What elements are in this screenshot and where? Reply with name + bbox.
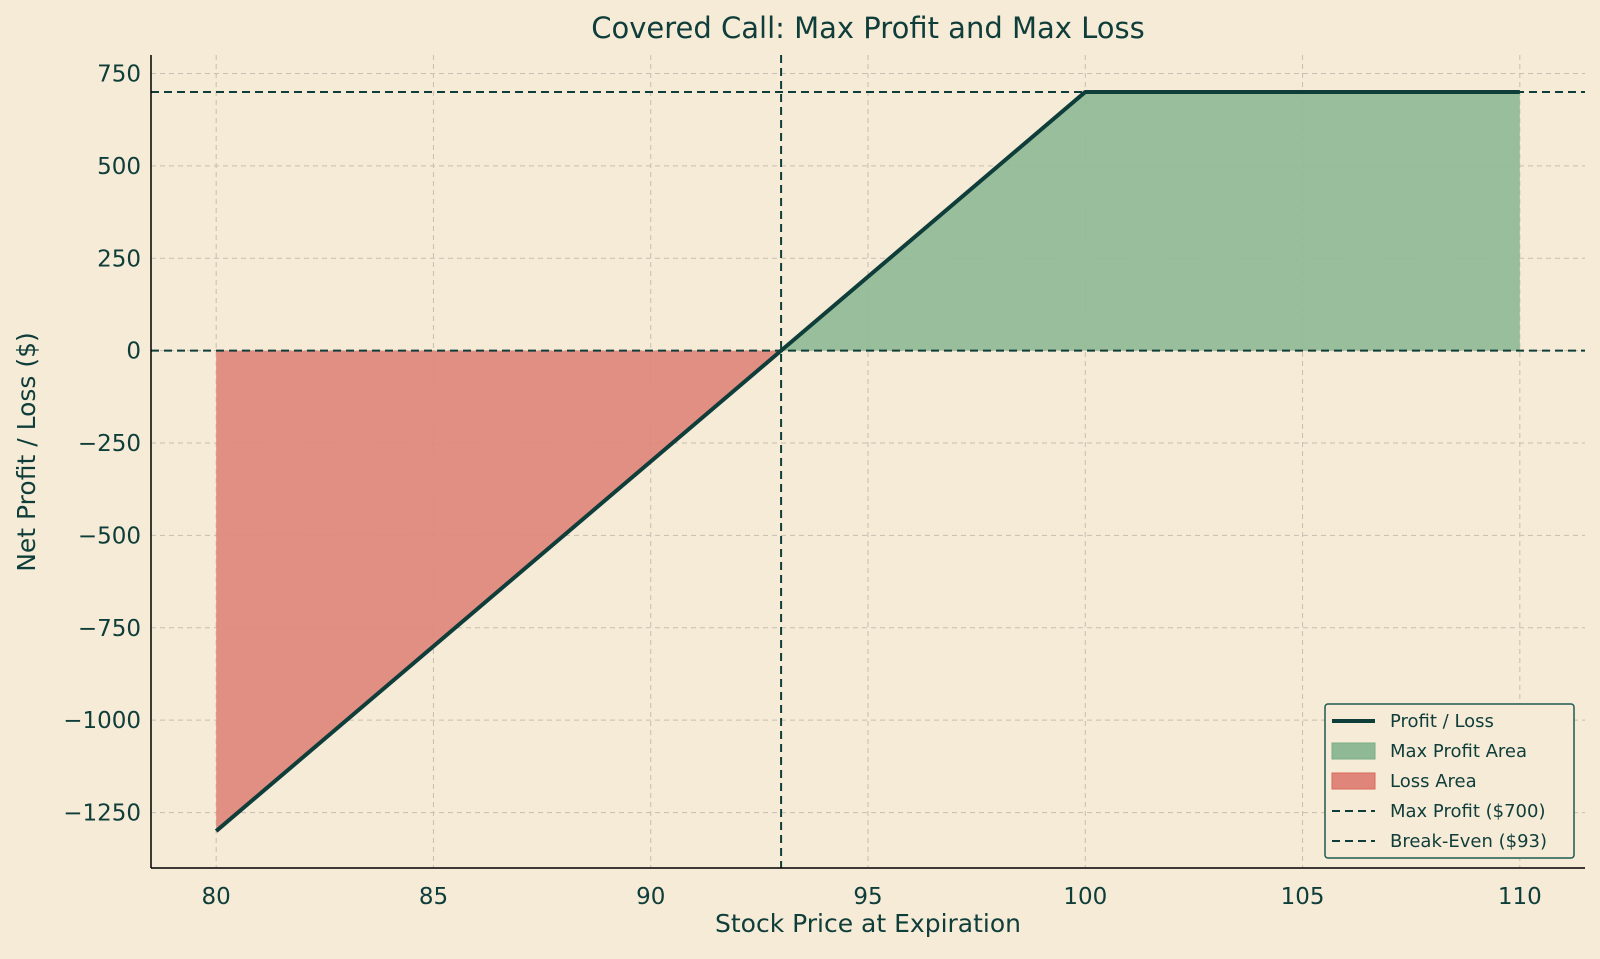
- y-tick-label: 250: [97, 246, 141, 272]
- legend-swatch-loss-area: [1331, 772, 1376, 790]
- y-tick-label: −750: [78, 616, 141, 642]
- legend-label: Loss Area: [1390, 771, 1477, 792]
- legend-box: [1324, 703, 1575, 859]
- y-tick-label: −1250: [63, 801, 141, 827]
- y-tick-label: 500: [97, 154, 141, 180]
- y-tick-label: 750: [97, 61, 141, 87]
- x-tick-label: 85: [419, 884, 448, 910]
- y-tick-label: −500: [78, 523, 141, 549]
- x-tick-label: 95: [853, 884, 882, 910]
- x-tick-label: 105: [1281, 884, 1325, 910]
- y-tick-label: −250: [78, 431, 141, 457]
- profit-loss-line: [214, 89, 1520, 833]
- legend-label: Max Profit Area: [1390, 741, 1527, 762]
- legend-label: Break-Even ($93): [1390, 831, 1547, 852]
- reference-lines: [151, 55, 1585, 868]
- max-profit-area-fill: [781, 91, 1520, 351]
- legend: Profit / Loss Max Profit Area Loss Area Max…: [1324, 703, 1575, 859]
- x-tick-label: 90: [636, 884, 665, 910]
- series-lines: [214, 89, 1520, 833]
- y-axis-label: Net Profit / Loss ($): [12, 332, 41, 572]
- legend-label: Profit / Loss: [1390, 711, 1494, 732]
- x-tick-label: 80: [202, 884, 231, 910]
- y-tick-label: −1000: [63, 708, 141, 734]
- legend-label: Max Profit ($700): [1390, 801, 1545, 822]
- legend-swatch-profit-area: [1331, 742, 1376, 760]
- chart-title: Covered Call: Max Profit and Max Loss: [591, 11, 1144, 45]
- x-axis-label: Stock Price at Expiration: [715, 909, 1021, 938]
- tick-labels: 80 85 90 95 100 105 110 750 500 250 0 −250 −500 −750 −…: [63, 61, 1542, 910]
- axes: [150, 55, 1585, 869]
- x-tick-label: 100: [1063, 884, 1107, 910]
- y-tick-label: 0: [126, 339, 141, 365]
- x-tick-label: 110: [1498, 884, 1542, 910]
